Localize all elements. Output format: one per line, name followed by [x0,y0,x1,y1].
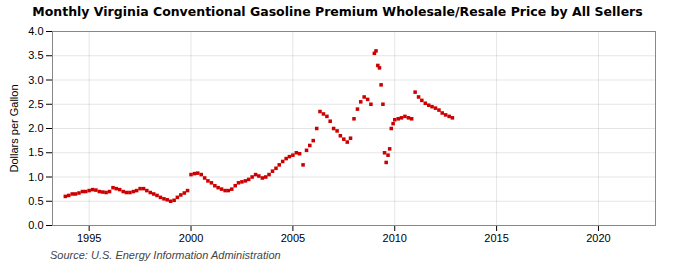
svg-text:0.0: 0.0 [28,219,43,231]
svg-text:2015: 2015 [484,232,508,244]
svg-text:3.0: 3.0 [28,74,43,86]
svg-text:1.5: 1.5 [28,146,43,158]
svg-text:2020: 2020 [586,232,610,244]
svg-text:0.5: 0.5 [28,195,43,207]
svg-text:1995: 1995 [77,232,101,244]
svg-text:2005: 2005 [281,232,305,244]
svg-text:2.5: 2.5 [28,98,43,110]
svg-text:2000: 2000 [179,232,203,244]
svg-text:1.0: 1.0 [28,171,43,183]
html-text:Monthly Virginia Conventional: Monthly Virginia Conventional Gasoline P… [32,4,643,19]
svg-text:Dollars per Gallon: Dollars per Gallon [8,84,20,172]
svg-text:4.0: 4.0 [28,25,43,37]
svg-text:2.0: 2.0 [28,122,43,134]
svg-text:3.5: 3.5 [28,49,43,61]
svg-text:2010: 2010 [383,232,407,244]
html-text:Source: U.S. Energy Informatio: Source: U.S. Energy Information Administ… [50,249,281,261]
